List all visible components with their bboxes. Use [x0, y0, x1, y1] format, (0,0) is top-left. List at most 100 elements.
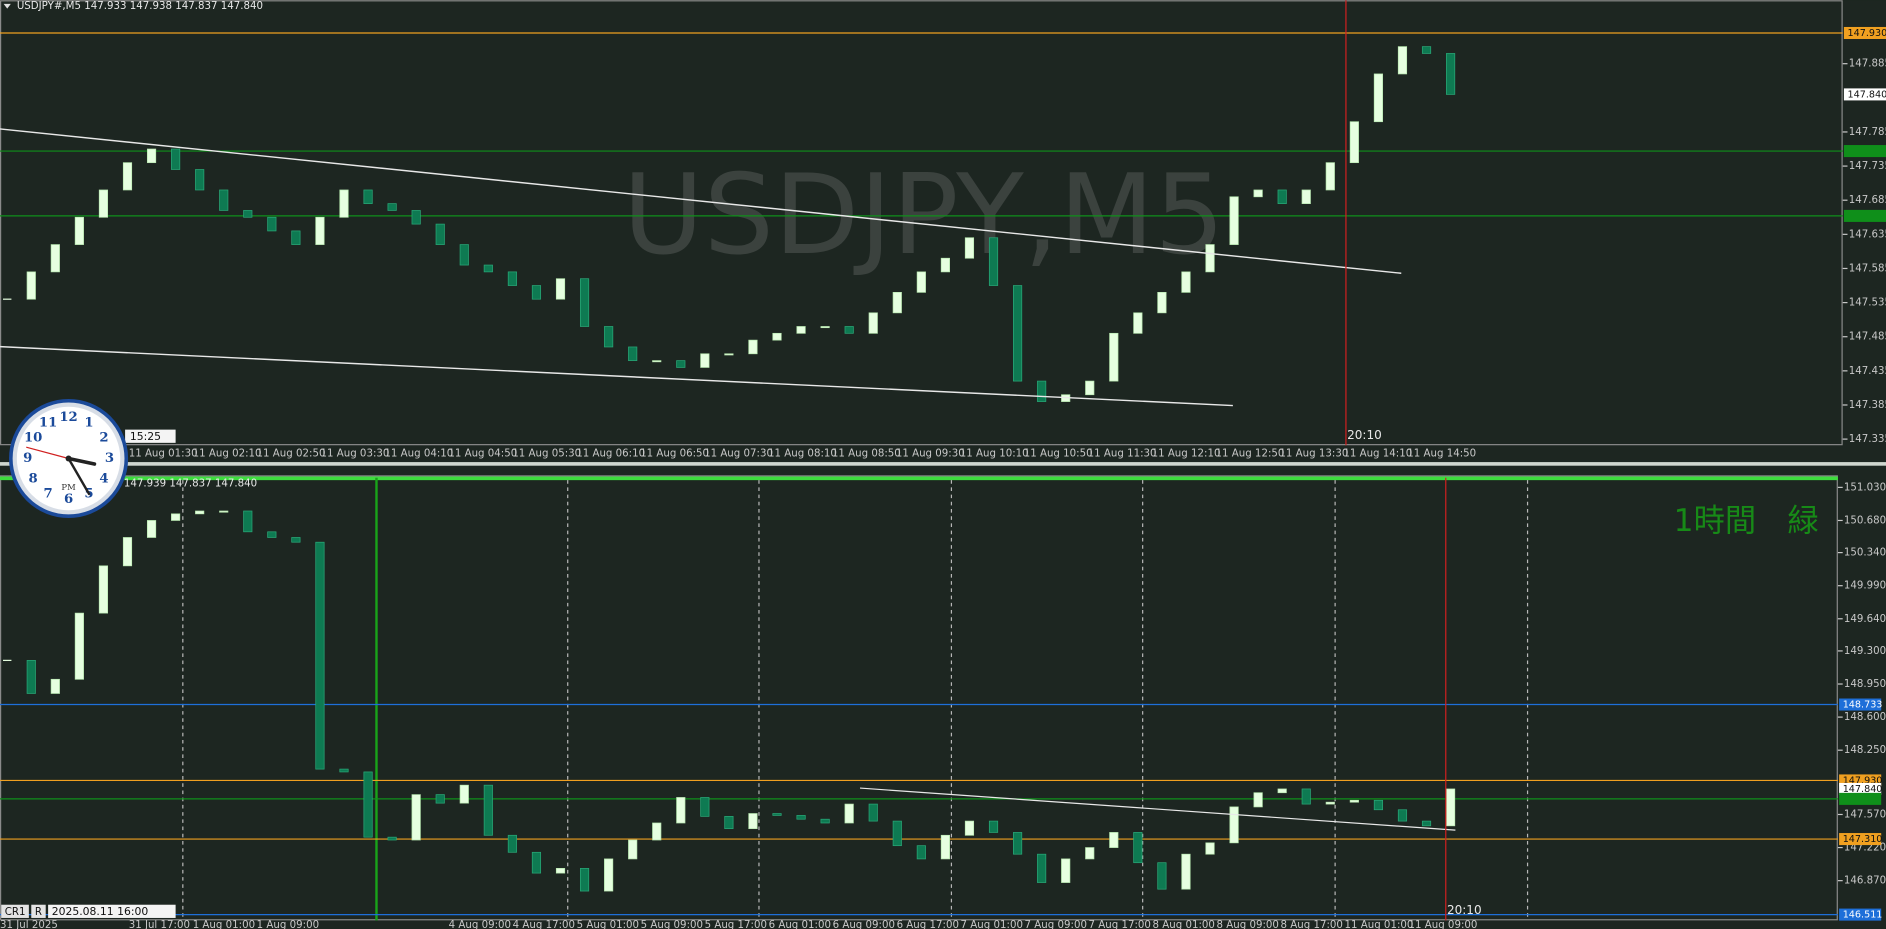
candle: [964, 237, 975, 259]
candle: [940, 257, 950, 273]
candle: [1181, 853, 1191, 890]
x-tick-label: 11 Aug 12:10: [1152, 449, 1221, 460]
candle: [483, 784, 493, 836]
candle: [1421, 46, 1432, 54]
candle: [1013, 832, 1023, 855]
x-tick-label: 11 Aug 02:50: [257, 449, 326, 460]
candle: [243, 210, 253, 218]
clock-hand: [66, 456, 97, 466]
y-tick-label: 151.030: [1844, 482, 1886, 493]
top-frame: [0, 0, 1843, 446]
candle: [1205, 842, 1215, 855]
candle: [748, 339, 758, 355]
clock-numeral: 3: [105, 451, 114, 466]
clock-numeral: 10: [24, 431, 42, 446]
y-tick-label: 148.950: [1844, 679, 1886, 690]
candle: [604, 858, 614, 892]
candle: [74, 216, 84, 245]
candle: [676, 360, 686, 368]
clock-numeral: 9: [23, 451, 32, 466]
x-tick-label: 6 Aug 01:00: [769, 920, 831, 929]
candle: [411, 210, 421, 225]
candle: [1373, 799, 1383, 811]
x-tick-label: 11 Aug 11:30: [1088, 449, 1157, 460]
candle: [796, 815, 806, 820]
time-box: [125, 429, 176, 443]
candle: [459, 244, 469, 266]
candle: [146, 148, 157, 164]
cursor-time: 20:10: [1447, 903, 1482, 917]
x-tick-label: 11 Aug 01:00: [1344, 920, 1413, 929]
candle: [772, 332, 782, 341]
candle: [1181, 271, 1191, 293]
candle: [1397, 46, 1408, 75]
menu-arrow[interactable]: [3, 3, 11, 9]
candle: [988, 820, 999, 833]
x-tick-label: 6 Aug 17:00: [897, 920, 959, 929]
status-box[interactable]: [1, 904, 29, 918]
y-tick-label: 147.685: [1849, 195, 1886, 206]
price-label: 148.733: [1843, 700, 1883, 711]
candle: [291, 537, 301, 543]
candle: [363, 189, 373, 204]
levels: [0, 32, 1843, 916]
candle: [796, 326, 806, 334]
x-tick-label: 5 Aug 09:00: [641, 920, 703, 929]
y-tick-label: 147.220: [1844, 843, 1886, 854]
x-tick-label: 8 Aug 17:00: [1281, 920, 1343, 929]
candle: [315, 216, 325, 245]
candle: [844, 803, 854, 824]
x-tick-label: 11 Aug 10:50: [1024, 449, 1093, 460]
candle: [195, 169, 205, 191]
candle: [1446, 788, 1456, 827]
price-label-box: [1843, 209, 1886, 222]
candle: [1301, 189, 1311, 204]
candle: [892, 820, 902, 847]
x-tick-label: 8 Aug 09:00: [1217, 920, 1279, 929]
price-label-box: [1843, 145, 1886, 158]
x-tick-label: 11 Aug 06:10: [576, 449, 645, 460]
x-tick-label: 8 Aug 01:00: [1153, 920, 1215, 929]
candle: [1133, 312, 1143, 334]
candle: [435, 794, 445, 804]
candle: [1157, 862, 1167, 890]
candle: [435, 223, 445, 245]
clock-numeral: 6: [64, 492, 73, 507]
x-tick-label: 11 Aug 07:30: [704, 449, 773, 460]
x-tick-label: 1 Aug 01:00: [193, 920, 255, 929]
candle: [652, 360, 662, 363]
candle: [3, 659, 12, 661]
candle: [387, 836, 397, 841]
candle: [820, 818, 830, 824]
y-tick-label: 147.435: [1849, 366, 1886, 377]
bottom-frame: [0, 475, 1838, 921]
y-tick-label: 146.870: [1844, 876, 1886, 887]
price-label: 147.840: [1843, 784, 1883, 795]
candle: [146, 520, 157, 538]
candle: [507, 834, 517, 853]
candle: [339, 768, 349, 773]
candle: [1085, 847, 1095, 860]
price-label-box: [1839, 782, 1882, 795]
status-box[interactable]: [31, 904, 46, 918]
y-tick-label: 147.535: [1849, 298, 1886, 309]
x-tick-label: 11 Aug 09:00: [1408, 920, 1477, 929]
x-tick-label: 11 Aug 08:10: [768, 449, 837, 460]
price-label: 147.310: [1843, 834, 1883, 845]
status-text: R: [35, 907, 42, 918]
candle: [26, 660, 36, 694]
date-box: [48, 904, 176, 918]
candle: [1325, 162, 1335, 191]
clock-time: 15:25: [130, 430, 161, 443]
candle: [1037, 853, 1047, 883]
bottom-top-line: [0, 476, 1838, 481]
candle: [1013, 285, 1023, 382]
candle: [219, 189, 229, 211]
candle: [988, 237, 999, 286]
candle: [748, 813, 758, 830]
status-date: 2025.08.11 16:00: [52, 905, 149, 918]
x-tick-label: 4 Aug 09:00: [449, 920, 511, 929]
candle: [387, 203, 397, 211]
candle: [724, 816, 734, 830]
